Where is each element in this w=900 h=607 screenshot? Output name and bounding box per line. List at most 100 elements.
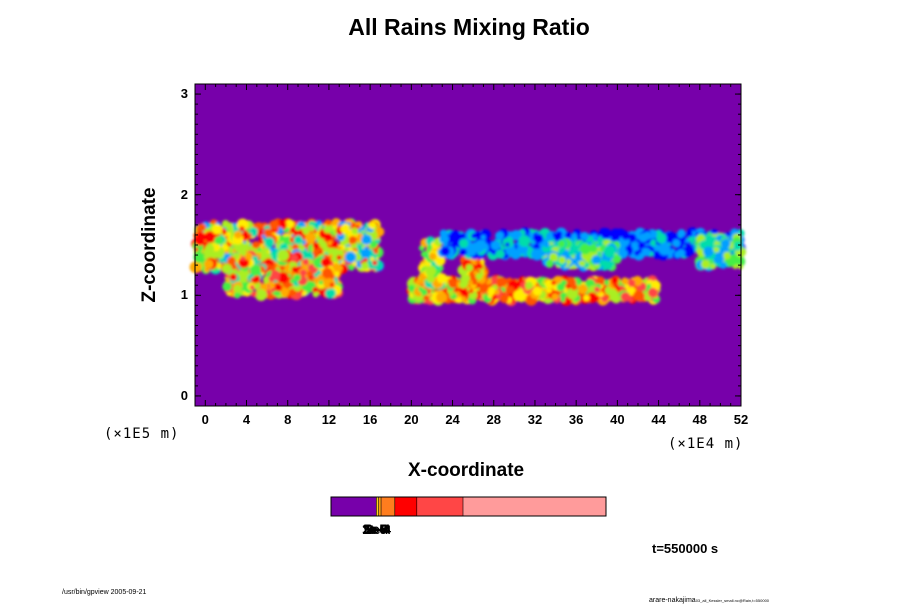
rain-cell (495, 249, 505, 259)
rain-cell (686, 230, 693, 238)
rain-cell (583, 294, 590, 302)
rain-cell (277, 249, 289, 262)
rain-cell (232, 252, 240, 260)
rain-cell (465, 263, 474, 272)
rain-cell (194, 235, 205, 246)
rain-cell (238, 268, 250, 280)
y-tick-label: 0 (180, 387, 188, 403)
colorbar-segment (381, 497, 395, 516)
rain-cell (543, 241, 550, 248)
rain-cell (478, 283, 489, 294)
rain-cell (454, 296, 462, 304)
rain-cell (339, 225, 349, 235)
rain-cell (633, 290, 645, 302)
rain-cell (533, 233, 544, 244)
colorbar-frame (330, 496, 607, 517)
rain-cell (407, 284, 415, 292)
rain-cell (279, 265, 286, 271)
rain-cell (257, 246, 262, 252)
colorbar-tick-label: 1e-5 (362, 522, 387, 536)
rain-cell (361, 261, 369, 270)
colorbar (330, 496, 607, 517)
rain-cell (316, 220, 322, 226)
rain-cell (619, 285, 624, 290)
rain-cell (611, 294, 621, 304)
rain-cell (436, 273, 448, 284)
rain-cell (222, 281, 232, 292)
rain-cell (244, 252, 253, 261)
rain-cell (494, 289, 500, 295)
rain-cell (312, 287, 318, 293)
rain-cell (667, 250, 673, 257)
axis-ticks (195, 84, 742, 406)
colorbar-segment (378, 497, 382, 516)
rain-cell (459, 238, 469, 249)
rain-cell (319, 241, 328, 250)
rain-cell (460, 273, 471, 283)
rain-cell (558, 256, 566, 264)
rain-cell (227, 256, 236, 266)
x-tick-label: 52 (733, 412, 749, 427)
rain-cell (361, 234, 372, 245)
rain-cell (733, 241, 743, 251)
rain-cell (674, 251, 682, 259)
colorbar-tick-label: 1e-4 (364, 522, 389, 537)
rain-cell (332, 225, 337, 230)
rain-cell (580, 231, 589, 241)
rain-cell (351, 261, 357, 266)
rain-cell (634, 250, 640, 256)
rain-cell (565, 231, 572, 239)
rain-cell (621, 277, 629, 285)
rain-cell (577, 284, 588, 295)
rain-cell (511, 230, 522, 241)
rain-cell (269, 219, 280, 230)
rain-cell (607, 253, 613, 258)
footer-right-small: 03_all_Kessler_small.nc@Rain,t=550000 (695, 598, 770, 603)
x-axis-label: X-coordinate (408, 460, 525, 481)
rain-cell (570, 283, 578, 291)
rain-cell (475, 272, 483, 280)
rain-cell (658, 243, 671, 256)
rain-cell (583, 262, 590, 268)
rain-cell (505, 242, 510, 247)
rain-cell (593, 295, 600, 302)
rain-cell (205, 244, 215, 254)
rain-cell (606, 264, 613, 270)
rain-cell (425, 265, 437, 277)
time-label: t=550000 s (652, 541, 719, 556)
x-tick-label: 8 (284, 412, 292, 427)
colorbar-tick-label: 5e-4 (367, 522, 392, 537)
rain-cell (320, 257, 331, 268)
rain-cell (324, 233, 333, 242)
rain-cell (204, 231, 216, 243)
rain-cell (429, 252, 437, 261)
rain-cell (465, 245, 477, 257)
rain-cell (727, 254, 739, 265)
rain-cell (344, 251, 357, 263)
y-tick-label: 2 (180, 186, 188, 202)
rain-cell (198, 223, 206, 232)
rain-cell (480, 234, 486, 240)
rain-cell (624, 284, 630, 289)
rain-cell (710, 263, 716, 269)
rain-cell (214, 236, 223, 245)
rain-cell (700, 259, 710, 269)
rain-cell (560, 297, 566, 303)
rain-cell (544, 279, 554, 289)
rain-cell (505, 247, 514, 256)
colorbar-segment (416, 497, 463, 516)
rain-cell (723, 251, 731, 260)
rain-cell (682, 247, 692, 258)
rain-cell (326, 288, 337, 298)
rain-cell (666, 234, 672, 240)
rain-cell (372, 260, 378, 266)
x-tick-label: 40 (610, 412, 625, 427)
rain-cell (421, 250, 428, 258)
rain-cell (360, 248, 371, 259)
rain-cell (712, 251, 725, 264)
rain-cell (566, 287, 579, 300)
rain-cell (687, 236, 693, 242)
rain-cell (650, 239, 657, 245)
x-tick-label: 16 (362, 412, 378, 427)
rain-cell (426, 274, 435, 284)
